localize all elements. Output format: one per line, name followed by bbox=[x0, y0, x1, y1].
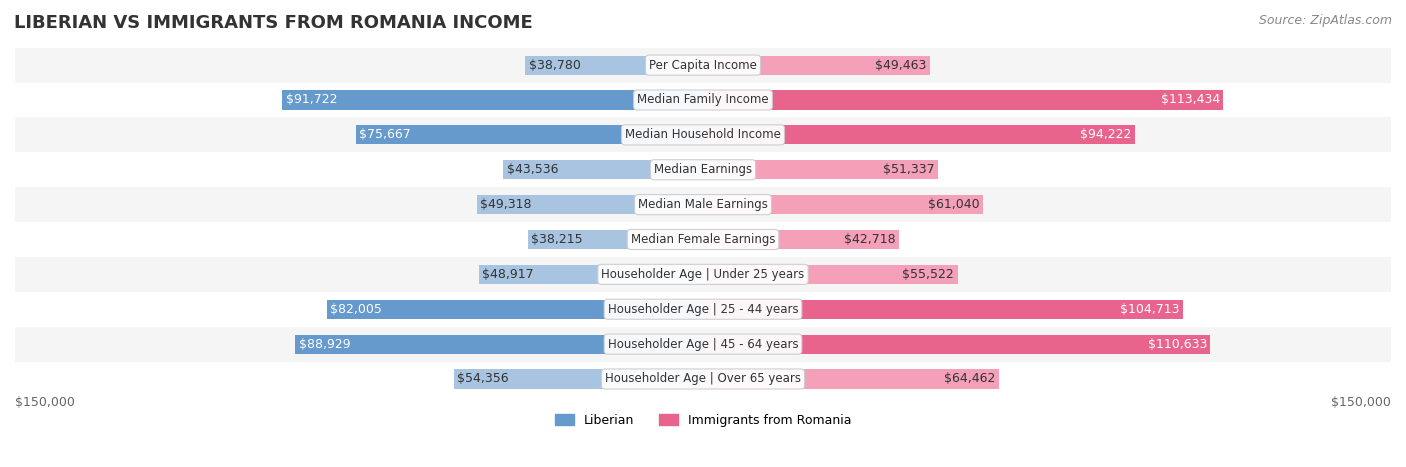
Bar bbox=[703, 195, 983, 214]
FancyBboxPatch shape bbox=[15, 257, 1391, 292]
Bar bbox=[356, 125, 703, 144]
Text: $88,929: $88,929 bbox=[298, 338, 350, 351]
Bar bbox=[326, 300, 703, 319]
Text: Householder Age | Under 25 years: Householder Age | Under 25 years bbox=[602, 268, 804, 281]
Bar bbox=[703, 230, 898, 249]
Bar bbox=[703, 56, 929, 75]
Text: $55,522: $55,522 bbox=[903, 268, 955, 281]
FancyBboxPatch shape bbox=[15, 83, 1391, 117]
Text: $48,917: $48,917 bbox=[482, 268, 534, 281]
Text: $91,722: $91,722 bbox=[285, 93, 337, 106]
FancyBboxPatch shape bbox=[15, 222, 1391, 257]
Bar bbox=[703, 125, 1135, 144]
Bar bbox=[295, 334, 703, 354]
FancyBboxPatch shape bbox=[15, 187, 1391, 222]
Text: Per Capita Income: Per Capita Income bbox=[650, 59, 756, 71]
Text: $38,215: $38,215 bbox=[531, 233, 582, 246]
Text: Median Female Earnings: Median Female Earnings bbox=[631, 233, 775, 246]
Text: Median Earnings: Median Earnings bbox=[654, 163, 752, 176]
FancyBboxPatch shape bbox=[15, 292, 1391, 327]
Bar bbox=[478, 265, 703, 284]
Text: $42,718: $42,718 bbox=[844, 233, 896, 246]
Text: $113,434: $113,434 bbox=[1160, 93, 1220, 106]
FancyBboxPatch shape bbox=[15, 48, 1391, 83]
Text: $94,222: $94,222 bbox=[1080, 128, 1132, 142]
Bar bbox=[454, 369, 703, 389]
Bar bbox=[703, 160, 938, 179]
Text: $61,040: $61,040 bbox=[928, 198, 980, 211]
Text: Householder Age | Over 65 years: Householder Age | Over 65 years bbox=[605, 373, 801, 385]
Text: Householder Age | 45 - 64 years: Householder Age | 45 - 64 years bbox=[607, 338, 799, 351]
Text: $104,713: $104,713 bbox=[1121, 303, 1180, 316]
Text: $43,536: $43,536 bbox=[506, 163, 558, 176]
FancyBboxPatch shape bbox=[15, 361, 1391, 396]
Text: Householder Age | 25 - 44 years: Householder Age | 25 - 44 years bbox=[607, 303, 799, 316]
Bar bbox=[477, 195, 703, 214]
Bar bbox=[703, 91, 1223, 110]
Bar bbox=[703, 369, 998, 389]
Bar bbox=[703, 300, 1184, 319]
Bar bbox=[524, 56, 703, 75]
Text: $49,318: $49,318 bbox=[481, 198, 531, 211]
Text: $54,356: $54,356 bbox=[457, 373, 509, 385]
Bar bbox=[503, 160, 703, 179]
Bar bbox=[703, 334, 1211, 354]
Text: Median Household Income: Median Household Income bbox=[626, 128, 780, 142]
Text: Median Family Income: Median Family Income bbox=[637, 93, 769, 106]
Text: $82,005: $82,005 bbox=[330, 303, 382, 316]
Bar bbox=[527, 230, 703, 249]
Text: $51,337: $51,337 bbox=[883, 163, 935, 176]
FancyBboxPatch shape bbox=[15, 327, 1391, 361]
Text: $150,000: $150,000 bbox=[15, 396, 75, 410]
FancyBboxPatch shape bbox=[15, 117, 1391, 152]
FancyBboxPatch shape bbox=[15, 152, 1391, 187]
Bar bbox=[283, 91, 703, 110]
Text: $110,633: $110,633 bbox=[1147, 338, 1206, 351]
Text: Median Male Earnings: Median Male Earnings bbox=[638, 198, 768, 211]
Text: $75,667: $75,667 bbox=[360, 128, 411, 142]
Legend: Liberian, Immigrants from Romania: Liberian, Immigrants from Romania bbox=[550, 409, 856, 432]
Text: Source: ZipAtlas.com: Source: ZipAtlas.com bbox=[1258, 14, 1392, 27]
Text: $64,462: $64,462 bbox=[943, 373, 995, 385]
Text: LIBERIAN VS IMMIGRANTS FROM ROMANIA INCOME: LIBERIAN VS IMMIGRANTS FROM ROMANIA INCO… bbox=[14, 14, 533, 32]
Text: $150,000: $150,000 bbox=[1331, 396, 1391, 410]
Text: $49,463: $49,463 bbox=[875, 59, 927, 71]
Text: $38,780: $38,780 bbox=[529, 59, 581, 71]
Bar bbox=[703, 265, 957, 284]
